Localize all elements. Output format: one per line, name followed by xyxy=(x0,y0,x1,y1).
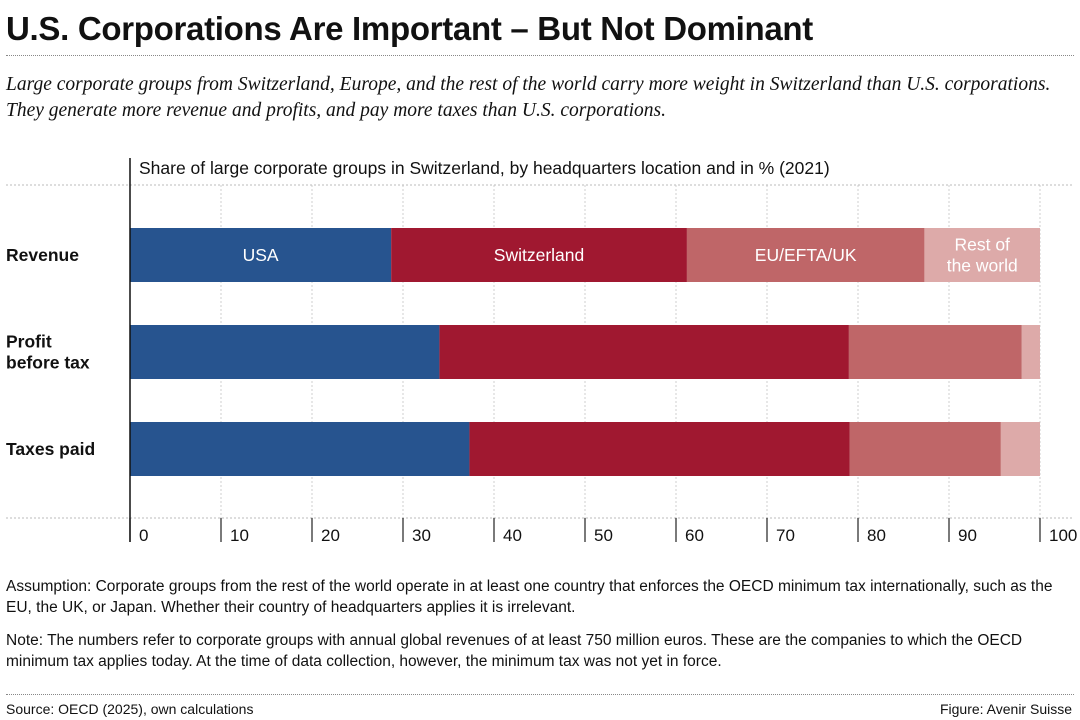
x-tick-label: 70 xyxy=(776,526,795,545)
bar-segment xyxy=(686,228,925,282)
x-tick-label: 50 xyxy=(594,526,613,545)
x-tick-label: 80 xyxy=(867,526,886,545)
category-label: Taxes paid xyxy=(6,439,95,459)
x-tick-label: 0 xyxy=(139,526,148,545)
assumption-note: Assumption: Corporate groups from the re… xyxy=(6,578,1053,616)
series-label: USA xyxy=(243,245,279,265)
x-tick-label: 60 xyxy=(685,526,704,545)
x-axis-ticks: 0 10 20 30 40 50 60 70 80 90 100 xyxy=(129,158,1077,545)
category-label: before tax xyxy=(6,353,90,373)
page-subtitle: Large corporate groups from Switzerland,… xyxy=(6,74,1051,121)
x-tick-label: 100 xyxy=(1049,526,1077,545)
data-note: Note: The numbers refer to corporate gro… xyxy=(6,632,1023,670)
series-label: EU/EFTA/UK xyxy=(755,245,857,265)
bar-segment xyxy=(130,325,440,379)
x-tick-label: 90 xyxy=(958,526,977,545)
x-tick-label: 40 xyxy=(503,526,522,545)
series-label: Switzerland xyxy=(494,245,584,265)
chart-title: Share of large corporate groups in Switz… xyxy=(139,158,830,178)
bar-segment xyxy=(848,325,1022,379)
category-label: Profit xyxy=(6,332,52,352)
source-text: Source: OECD (2025), own calculations xyxy=(6,701,254,717)
bar-segment xyxy=(1021,325,1040,379)
bar-segment xyxy=(924,228,1040,282)
figure-credit: Figure: Avenir Suisse xyxy=(939,701,1072,717)
bar-segment xyxy=(439,325,849,379)
bar-segment xyxy=(130,228,392,282)
title-divider xyxy=(6,55,1074,56)
x-tick-label: 10 xyxy=(230,526,249,545)
bar-segment xyxy=(849,422,1001,476)
category-label: Revenue xyxy=(6,245,79,265)
footer-divider xyxy=(6,694,1074,695)
series-label: the world xyxy=(947,256,1018,276)
series-label: Rest of xyxy=(954,235,1010,255)
x-tick-label: 30 xyxy=(412,526,431,545)
x-tick-label: 20 xyxy=(321,526,340,545)
bar-segment xyxy=(391,228,687,282)
bar-segment xyxy=(130,422,470,476)
bar-segment xyxy=(469,422,850,476)
page-title: U.S. Corporations Are Important – But No… xyxy=(6,10,813,47)
bar-segment xyxy=(1000,422,1040,476)
